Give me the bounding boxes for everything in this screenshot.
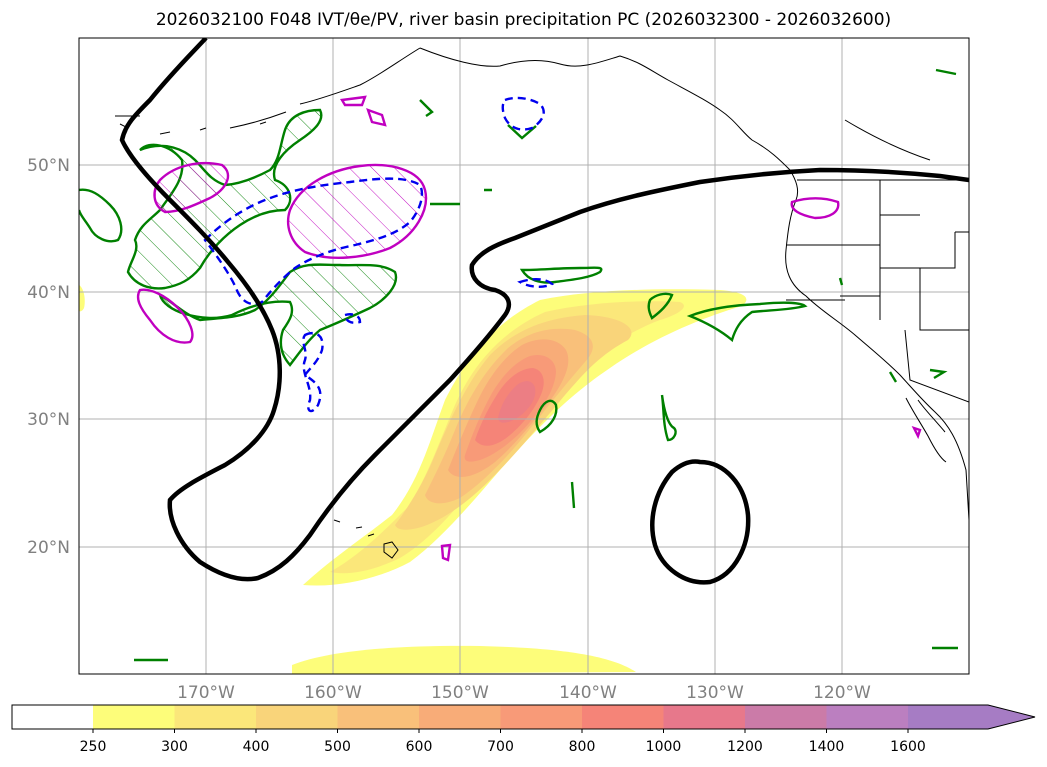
lon-tick-130w: 130°W [686,683,744,700]
blue-region-tail [302,331,324,413]
lat-tick-30n: 30°N [27,410,70,430]
colorbar-ticks [92,729,909,733]
canada-border [797,119,969,233]
colorbar-box-250 [93,705,175,729]
colorbar-box-1200 [745,705,827,729]
colorbar-box-600 [419,705,501,729]
colorbar-tick-500: 500 [324,739,351,755]
magenta-region-small-2 [440,425,922,562]
colorbar-box-500 [337,705,419,729]
colorbar-box-1400 [826,705,908,729]
green-contours [79,68,958,662]
ivt-level-250-south [292,645,636,674]
blue-dashed-contours [203,96,555,413]
colorbar-tick-1200: 1200 [727,739,763,755]
green-region-east [686,301,808,343]
aleutian-islands [115,115,267,135]
colorbar-box-300 [174,705,256,729]
colorbar-tick-300: 300 [161,739,188,755]
magenta-region-small-1 [340,95,387,127]
lon-tick-120w: 120°W [813,683,871,700]
colorbar-extend-arrow [908,705,1035,729]
ivt-shading [79,285,747,674]
colorbar-tick-800: 800 [569,739,596,755]
lon-tick-160w: 160°W [304,683,362,700]
lat-tick-20n: 20°N [27,538,70,558]
blue-region-main [203,177,424,306]
colorbar-boxes [12,705,1035,729]
lat-tick-50n: 50°N [27,156,70,176]
black-contours [119,38,969,585]
lon-tick-140w: 140°W [559,683,617,700]
ivt-level-250-west [79,285,85,312]
green-region-ne-pacific [519,266,603,284]
magenta-region-west [136,288,194,344]
black-contour-trough [119,38,969,582]
alaska-peninsula [229,47,421,129]
green-region-west [79,188,123,243]
magenta-region-coast [790,197,840,220]
green-region-small-3 [660,394,677,442]
lon-tick-150w: 150°W [431,683,489,700]
green-region-small-1 [647,292,674,320]
ivt-level-1000 [498,381,536,423]
colorbar-box-400 [256,705,338,729]
colorbar-tick-1600: 1600 [890,739,926,755]
green-region-small-4 [134,68,958,662]
lat-tick-labels: 20°N 30°N 40°N 50°N [27,156,70,558]
us-state-borders [786,180,969,403]
gridlines [79,38,969,674]
colorbar-tick-400: 400 [243,739,270,755]
baja-california [905,397,947,463]
colorbar-tick-250: 250 [80,739,107,755]
chart-title: 2026032100 F048 IVT/θe/PV, river basin p… [155,10,892,30]
green-region-small-2 [535,399,558,434]
map-content [79,38,969,674]
colorbar-tick-600: 600 [406,739,433,755]
colorbar-outline [11,704,1036,730]
map-panel: 20°N 30°N 40°N 50°N 170°W 160°W 150°W 14… [27,37,970,700]
hawaii [333,519,399,559]
colorbar-tick-1400: 1400 [809,739,845,755]
colorbar-under [12,705,93,729]
colorbar-box-1000 [663,705,745,729]
lon-tick-170w: 170°W [177,683,235,700]
colorbar-tick-labels: 250 300 400 500 600 700 800 1000 1200 14… [80,739,926,755]
blue-region-north [501,96,545,131]
green-region-aleutian [126,108,323,290]
colorbar-tick-1000: 1000 [646,739,682,755]
black-contour-loop [650,459,751,585]
colorbar-box-700 [500,705,582,729]
lon-tick-labels: 170°W 160°W 150°W 140°W 130°W 120°W [177,683,871,700]
lat-tick-40n: 40°N [27,283,70,303]
colorbar-tick-700: 700 [487,739,514,755]
colorbar-box-800 [582,705,664,729]
blue-region-small [343,278,555,324]
map-frame [78,37,970,675]
